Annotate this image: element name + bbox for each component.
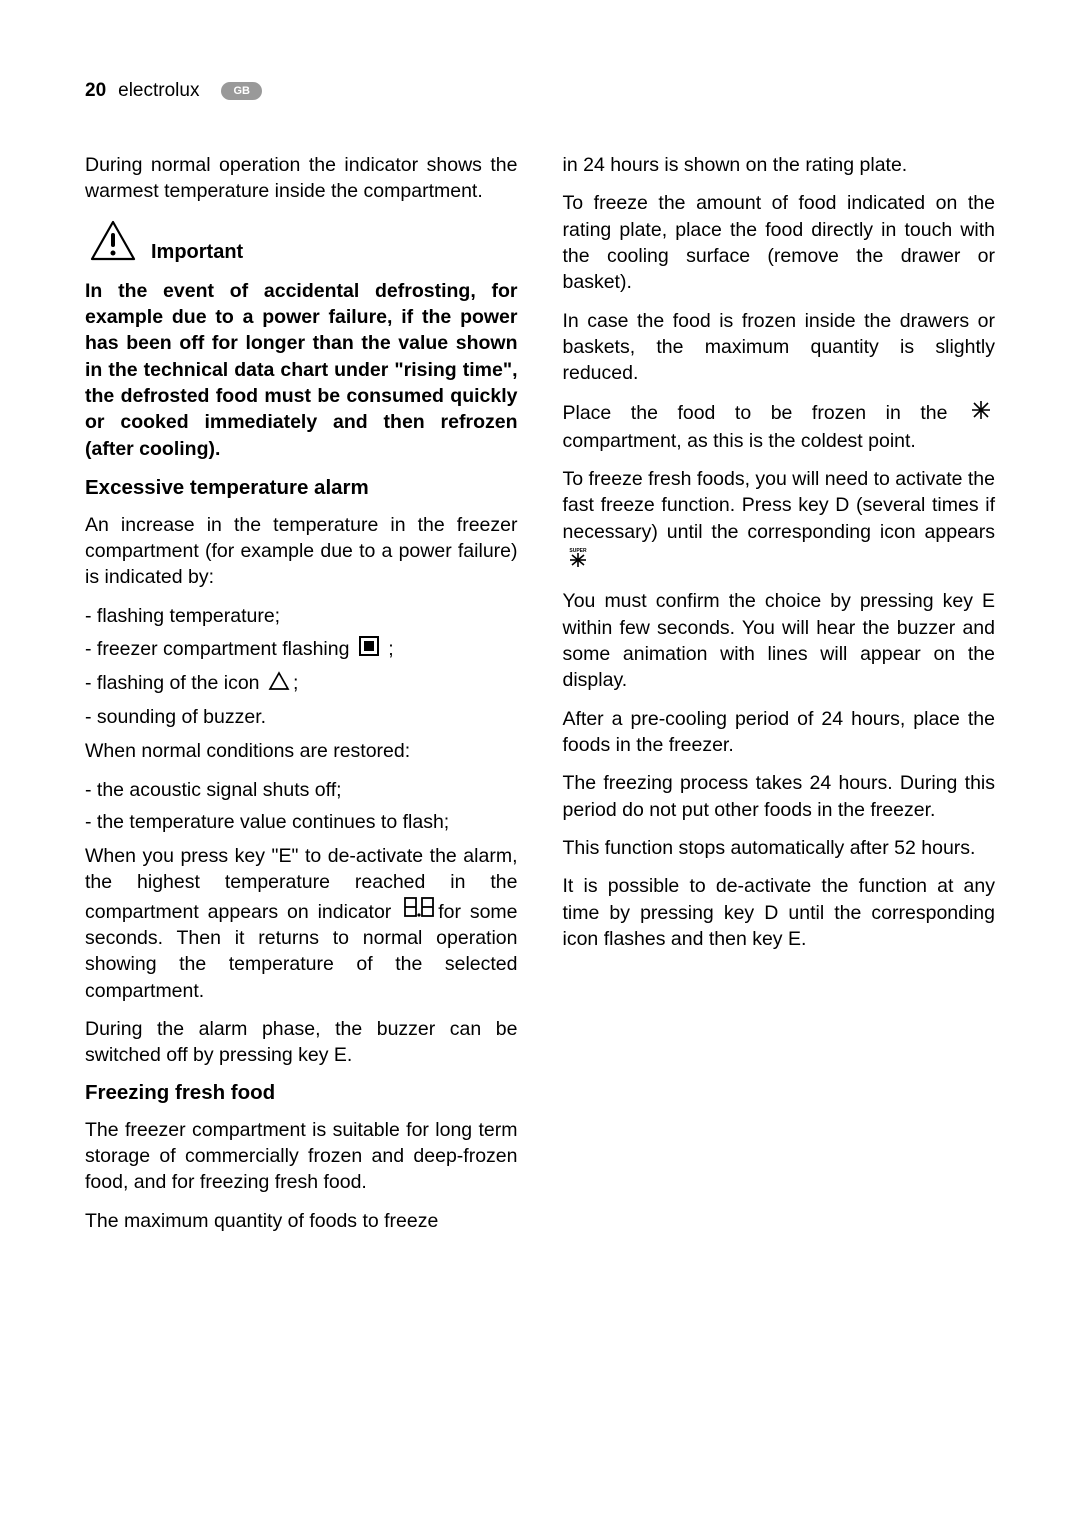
list-text: ; — [293, 672, 298, 694]
paragraph: To freeze the amount of food indicated o… — [563, 190, 996, 295]
list-item: - the temperature value continues to fla… — [85, 809, 518, 835]
list-item: - sounding of buzzer. — [85, 704, 518, 730]
paragraph-text: To freeze fresh foods, you will need to … — [563, 468, 996, 543]
paragraph: During the alarm phase, the buzzer can b… — [85, 1016, 518, 1069]
right-column: in 24 hours is shown on the rating plate… — [563, 152, 996, 1234]
important-row: Important — [85, 219, 518, 268]
indicator-digits-icon — [403, 896, 435, 925]
snowflake-icon — [970, 399, 992, 428]
list-text: ; — [383, 638, 394, 660]
paragraph: This function stops automatically after … — [563, 835, 996, 861]
paragraph: The freezer compartment is suitable for … — [85, 1117, 518, 1196]
page-number: 20 — [85, 80, 106, 102]
list-item: - flashing temperature; — [85, 603, 518, 629]
section-heading: Excessive temperature alarm — [85, 476, 518, 500]
paragraph: In case the food is frozen inside the dr… — [563, 308, 996, 387]
paragraph: After a pre-cooling period of 24 hours, … — [563, 706, 996, 759]
paragraph: The freezing process takes 24 hours. Dur… — [563, 770, 996, 823]
list-text: - flashing of the icon — [85, 672, 265, 694]
paragraph-text: Place the food to be frozen in the — [563, 401, 968, 423]
paragraph: When normal conditions are restored: — [85, 738, 518, 764]
paragraph: Place the food to be frozen in the compa… — [563, 399, 996, 455]
left-column: During normal operation the indicator sh… — [85, 152, 518, 1234]
paragraph: An increase in the temperature in the fr… — [85, 512, 518, 591]
language-badge: GB — [221, 82, 262, 100]
super-freeze-icon: SUPER — [566, 545, 590, 576]
paragraph: You must confirm the choice by pressing … — [563, 588, 996, 693]
content-columns: During normal operation the indicator sh… — [85, 152, 995, 1234]
paragraph: To freeze fresh foods, you will need to … — [563, 466, 996, 576]
list-item: - freezer compartment flashing ; — [85, 635, 518, 664]
paragraph-text: compartment, as this is the coldest poin… — [563, 430, 916, 452]
freezer-compartment-icon — [358, 635, 380, 664]
paragraph: When you press key "E" to de-activate th… — [85, 843, 518, 1004]
page-header: 20 electrolux GB — [85, 80, 995, 102]
alarm-triangle-icon — [268, 671, 290, 698]
list-text: - freezer compartment flashing — [85, 638, 355, 660]
paragraph: It is possible to de-activate the functi… — [563, 873, 996, 952]
warning-triangle-icon — [88, 219, 138, 268]
list-item: - flashing of the icon ; — [85, 670, 518, 698]
important-label: Important — [151, 241, 243, 268]
paragraph: During normal operation the indicator sh… — [85, 152, 518, 205]
section-heading: Freezing fresh food — [85, 1081, 518, 1105]
paragraph: in 24 hours is shown on the rating plate… — [563, 152, 996, 178]
brand-name: electrolux — [118, 80, 199, 102]
paragraph: The maximum quantity of foods to freeze — [85, 1208, 518, 1234]
list-item: - the acoustic signal shuts off; — [85, 777, 518, 803]
important-text: In the event of accidental defrosting, f… — [85, 278, 518, 462]
